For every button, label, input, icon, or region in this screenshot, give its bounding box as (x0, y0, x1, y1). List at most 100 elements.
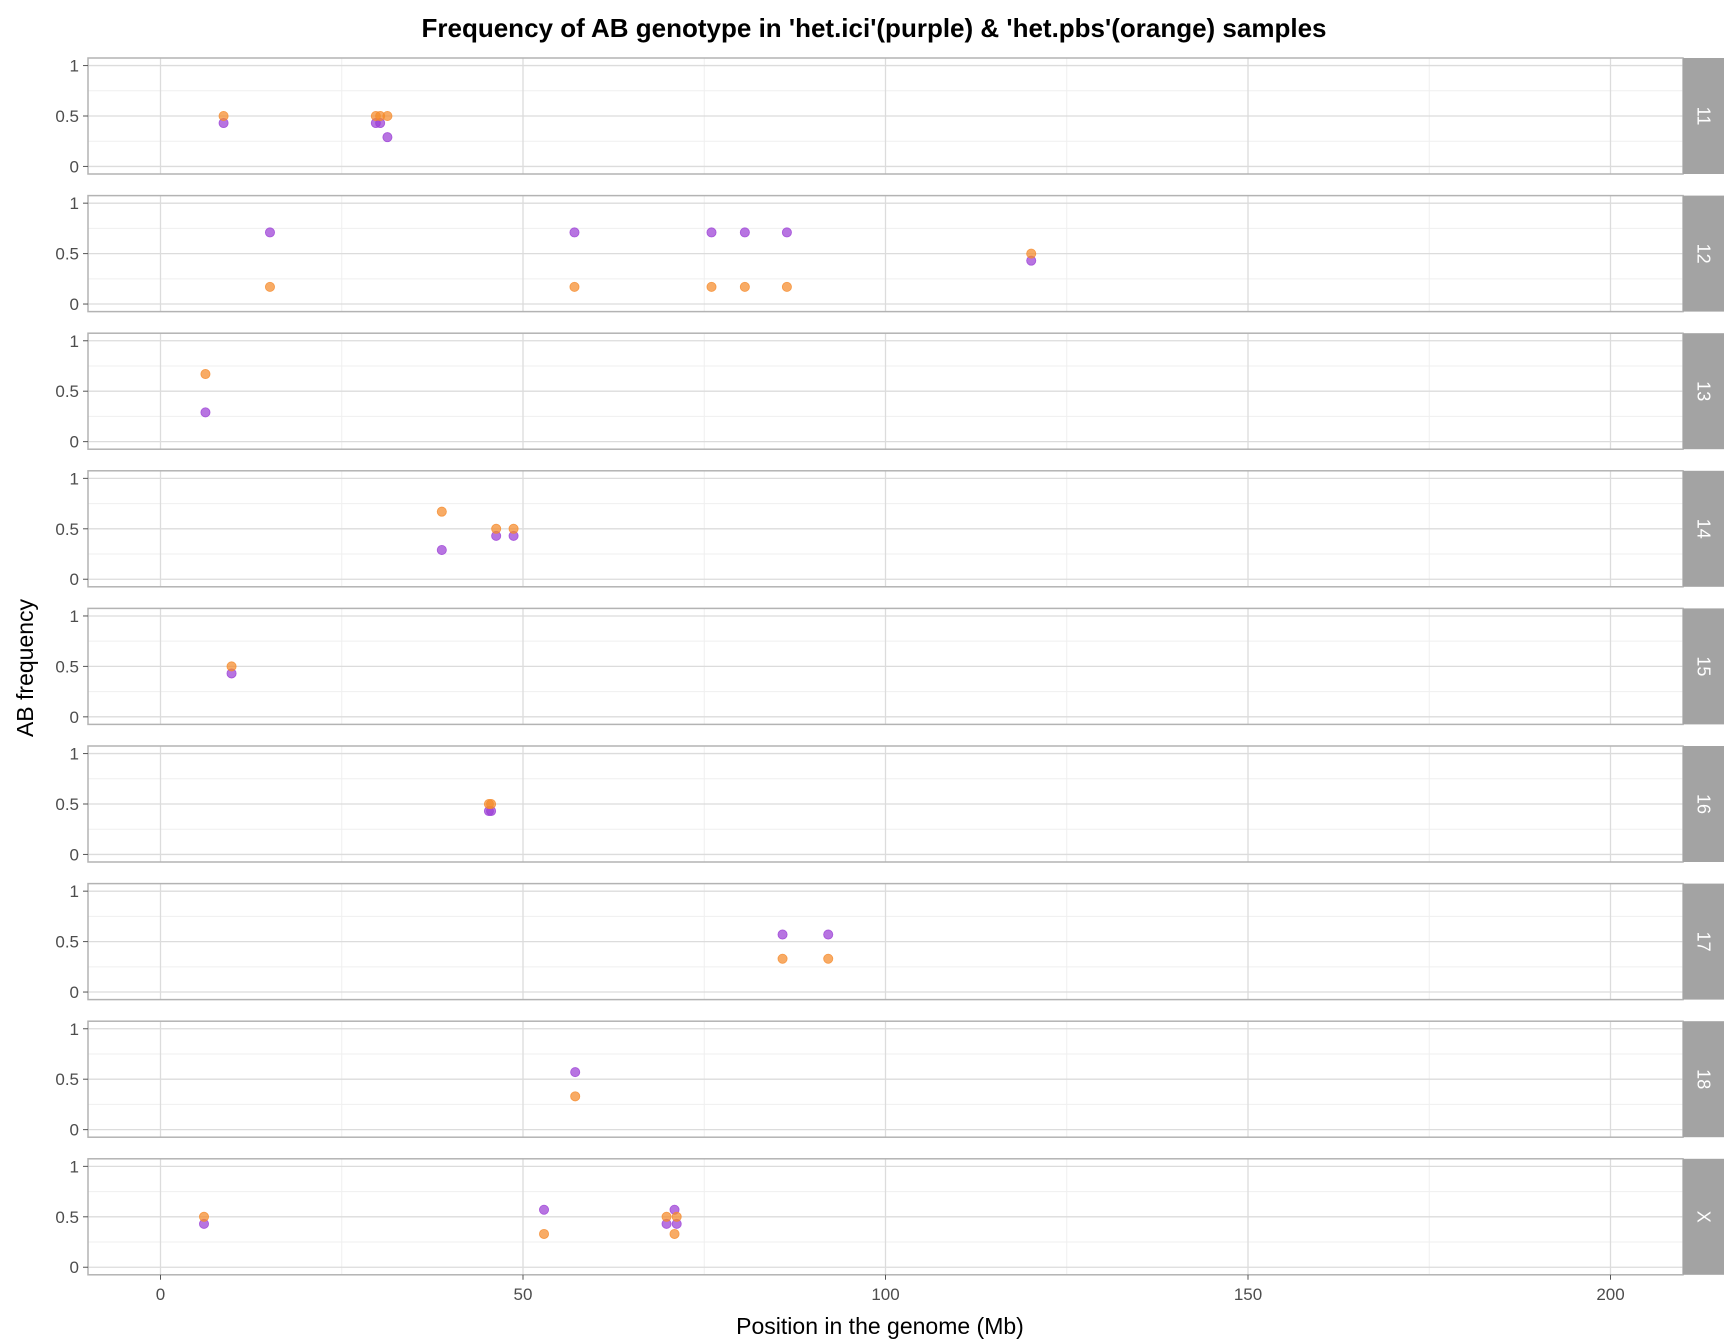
data-point-het-pbs (264, 281, 275, 292)
data-point-het-ici (382, 132, 393, 143)
x-axis-title: Position in the genome (Mb) (736, 1313, 1024, 1339)
y-tick-label: 0.5 (55, 1070, 79, 1089)
y-tick-label: 0.5 (55, 933, 79, 952)
facet-panel-15: 0 0.5 1 15 (55, 607, 1724, 727)
data-point-het-pbs (739, 281, 750, 292)
y-axis-title: AB frequency (12, 598, 38, 737)
data-point-het-ici (777, 929, 788, 940)
facet-strip-label: 11 (1694, 107, 1714, 126)
y-tick-label: 0 (70, 1258, 79, 1277)
y-tick-label: 0.5 (55, 520, 79, 539)
data-point-het-ici (539, 1204, 550, 1215)
x-tick-label: 150 (1234, 1285, 1262, 1304)
y-tick-label: 1 (70, 745, 79, 764)
x-tick-label: 50 (514, 1285, 533, 1304)
facet-strip (1683, 195, 1724, 312)
facet-strip-label: 18 (1694, 1069, 1714, 1089)
y-tick-label: 1 (70, 882, 79, 901)
data-point-het-ici (781, 227, 792, 238)
data-point-het-pbs (436, 506, 447, 517)
data-point-het-ici (706, 227, 717, 238)
y-tick-label: 1 (70, 607, 79, 626)
data-point-het-pbs (486, 799, 497, 810)
facet-panel-16: 0 0.5 1 16 (55, 745, 1724, 864)
data-point-het-pbs (777, 953, 788, 964)
data-point-het-pbs (198, 1211, 209, 1222)
data-point-het-pbs (491, 523, 502, 534)
facet-strip (1683, 58, 1724, 174)
facet-panel-12: 0 0.5 1 12 (55, 194, 1724, 314)
facet-strip-label: 16 (1694, 794, 1714, 814)
data-point-het-ici (436, 544, 447, 555)
data-point-het-ici (264, 227, 275, 238)
y-tick-label: 0.5 (55, 382, 79, 401)
data-point-het-pbs (669, 1228, 680, 1239)
y-tick-label: 0 (70, 983, 79, 1002)
data-point-het-ici (569, 227, 580, 238)
data-point-het-pbs (200, 369, 211, 380)
data-point-het-pbs (671, 1211, 682, 1222)
facet-strip-label: X (1694, 1211, 1714, 1223)
facet-panels: 00.511100.511200.511300.511400.511500.51… (55, 57, 1724, 1277)
data-point-het-ici (200, 407, 211, 418)
y-tick-label: 0 (70, 570, 79, 589)
data-point-het-pbs (539, 1228, 550, 1239)
y-tick-label: 1 (70, 194, 79, 213)
y-tick-label: 1 (70, 1020, 79, 1039)
y-tick-label: 0 (70, 295, 79, 314)
facet-panel-14: 0 0.5 1 14 (55, 469, 1724, 589)
y-tick-label: 0 (70, 845, 79, 864)
data-point-het-pbs (661, 1211, 672, 1222)
y-tick-label: 0.5 (55, 1208, 79, 1227)
facet-strip-label: 12 (1694, 244, 1714, 264)
facet-panel-18: 0 0.5 1 18 (55, 1020, 1724, 1140)
y-tick-label: 0.5 (55, 657, 79, 676)
facet-panel-13: 0 0.5 1 13 (55, 332, 1724, 452)
x-tick-label: 100 (871, 1285, 899, 1304)
data-point-het-pbs (382, 111, 393, 122)
facet-strip-label: 13 (1694, 381, 1714, 401)
data-point-het-ici (739, 227, 750, 238)
x-tick-label: 200 (1596, 1285, 1624, 1304)
facet-strip-label: 17 (1694, 932, 1714, 952)
data-point-het-pbs (570, 1091, 581, 1102)
y-tick-label: 1 (70, 57, 79, 76)
facet-strip (1683, 1158, 1724, 1275)
y-tick-label: 0.5 (55, 795, 79, 814)
data-point-het-pbs (1026, 248, 1037, 259)
data-point-het-pbs (226, 661, 237, 672)
facet-strip (1683, 746, 1724, 862)
data-point-het-ici (570, 1067, 581, 1078)
data-point-het-pbs (218, 111, 229, 122)
y-tick-label: 0 (70, 433, 79, 452)
facet-strip (1683, 333, 1724, 450)
facet-panel-17: 0 0.5 1 17 (55, 882, 1724, 1002)
data-point-het-pbs (508, 523, 519, 534)
chart-title: Frequency of AB genotype in 'het.ici'(pu… (422, 13, 1327, 43)
y-tick-label: 0 (70, 1121, 79, 1140)
data-point-het-pbs (823, 953, 834, 964)
facet-panel-X: 0 0.5 1 X (55, 1157, 1724, 1277)
data-point-het-pbs (781, 281, 792, 292)
facet-strip (1683, 470, 1724, 587)
data-point-het-pbs (569, 281, 580, 292)
facet-strip (1683, 883, 1724, 1000)
y-tick-label: 0.5 (55, 107, 79, 126)
data-point-het-ici (823, 929, 834, 940)
y-tick-label: 1 (70, 469, 79, 488)
x-tick-label: 0 (156, 1285, 165, 1304)
y-tick-label: 0 (70, 708, 79, 727)
facet-strip (1683, 608, 1724, 725)
y-tick-label: 0 (70, 157, 79, 176)
y-tick-label: 0.5 (55, 245, 79, 264)
facet-strip (1683, 1021, 1724, 1138)
x-axis: 0 50 100 150 200 (156, 1274, 1625, 1304)
facet-strip-label: 14 (1694, 519, 1714, 539)
y-tick-label: 1 (70, 1157, 79, 1176)
y-tick-label: 1 (70, 332, 79, 351)
data-point-het-pbs (706, 281, 717, 292)
facet-strip-label: 15 (1694, 656, 1714, 676)
